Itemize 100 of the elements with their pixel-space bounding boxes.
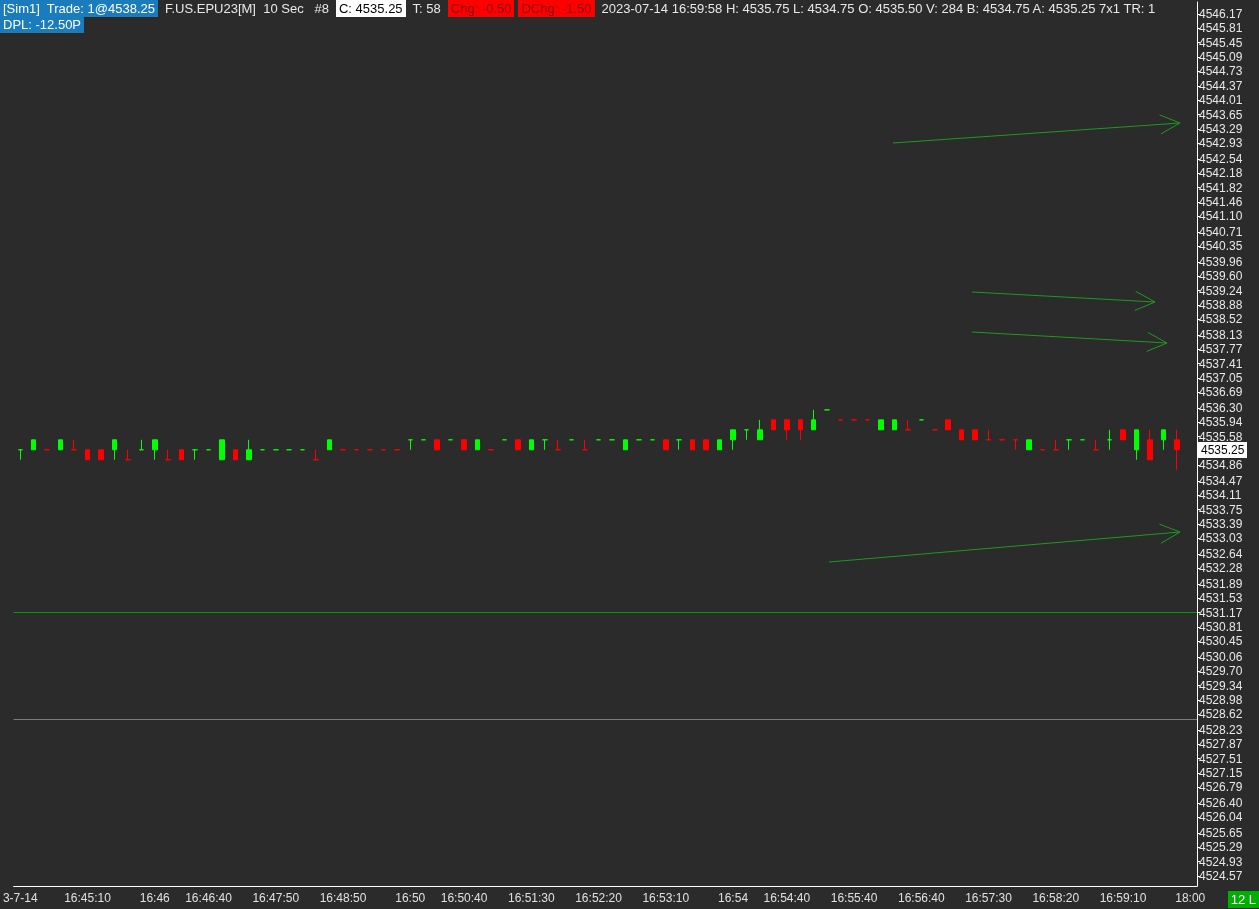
candlestick [1174,429,1180,471]
candlestick [165,449,171,461]
y-tick-label: 4528.23 [1199,722,1243,737]
y-tick-label: 4545.81 [1199,21,1243,36]
x-tick-label: 16:57:30 [965,891,1013,905]
y-tick-label: 4542.54 [1199,151,1243,166]
candlestick [676,439,682,451]
y-tick-label: 4533.03 [1199,531,1243,546]
y-tick-label: 4536.69 [1199,385,1243,400]
y-tick-label: 4539.60 [1199,269,1243,284]
y-tick-label: 4528.62 [1199,707,1243,722]
y-tick-label: 4540.71 [1199,224,1243,239]
annotation: Chg: -0.50 [447,0,515,17]
candlestick [219,439,225,461]
y-tick-label: 4544.37 [1199,78,1243,93]
candlestick [112,439,117,461]
annotation: DPL: -12.50P [0,16,85,33]
annotation: T: 58 [411,0,442,17]
y-tick-label: 4534.86 [1199,458,1243,473]
y-tick-label: 4527.87 [1199,737,1243,752]
x-tick-label: 16:58:20 [1032,891,1080,905]
y-tick-label: 4533.75 [1199,502,1243,517]
annotation: DChg: -1.50 [518,0,595,17]
x-tick-label: 16:46 [139,891,171,905]
y-tick-label: 4538.52 [1199,312,1243,327]
y-tick-label: 4527.15 [1199,766,1243,781]
y-tick-label: 4527.51 [1199,751,1243,766]
y-tick-label: 4525.65 [1199,825,1243,840]
candlestick [179,449,184,461]
x-tick-label: 18:00 [1175,891,1206,905]
candlestick [542,439,548,451]
candlestick [784,419,790,441]
candlestick [972,429,978,441]
y-tick-label: 4537.77 [1199,342,1243,357]
y-tick-label: 4534.11 [1199,488,1242,503]
y-tick-label: 4539.24 [1199,283,1243,298]
y-tick-label: 4544.01 [1199,93,1243,108]
candlestick [959,429,964,441]
candlestick [798,419,803,441]
candlestick [58,439,63,451]
text: 12 L [1227,891,1259,908]
candlestick [892,419,897,431]
x-tick-label: 16:50 [395,891,426,905]
y-tick-label: 4529.70 [1199,664,1243,679]
candlestick [730,429,736,451]
y-tick-label: 4537.05 [1199,370,1243,385]
candlestick [71,439,77,451]
candlestick [246,439,252,461]
candlestick [717,439,722,451]
candlestick [233,449,238,461]
candlestick [623,439,628,451]
y-tick-label: 4541.10 [1199,209,1243,224]
candlestick [1093,439,1099,451]
y-tick-label: 4531.17 [1199,605,1243,620]
candlestick [515,439,521,451]
candlestick [555,439,561,451]
candlestick [811,409,816,431]
x-tick-label: 16:55:40 [830,891,878,905]
y-tick-label: 4530.81 [1199,619,1243,634]
y-tick-label: 4543.29 [1199,121,1243,136]
y-tick-label: 4542.18 [1199,166,1243,181]
candlestick [878,419,884,431]
candlestick [1134,429,1139,461]
candlestick [475,439,480,451]
y-tick-label: 4541.46 [1199,194,1243,209]
candlestick [125,449,131,461]
candlestick [905,419,911,431]
candlestick [945,419,951,431]
y-tick-label: 4544.73 [1199,64,1243,79]
x-tick-label: 16:45:10 [64,891,112,905]
y-tick-label: 4532.28 [1199,561,1243,576]
y-tick-label: 4542.93 [1199,136,1243,151]
candlestick [98,449,104,461]
candlestick [1053,439,1059,451]
y-tick-label: 4533.39 [1199,517,1243,532]
candlestick [529,439,534,451]
x-tick-label: 16:51:30 [507,891,555,905]
y-tick-label: 4535.58 [1199,429,1243,444]
y-tick-label: 4529.34 [1199,678,1243,693]
x-tick-label: 16:56:40 [897,891,945,905]
candlestick [690,439,695,451]
candlestick [582,439,588,451]
y-tick-label: 4531.53 [1199,591,1243,606]
y-tick-label: 4538.13 [1199,327,1243,342]
x-tick-label: 16:47:50 [252,891,300,905]
y-tick-label: 4526.04 [1199,810,1243,825]
candlestick [703,439,709,451]
y-tick-label: 4534.47 [1199,473,1243,488]
candlestick [461,439,467,451]
y-tick-label: 4525.29 [1199,840,1243,855]
x-tick-label: 16:54:40 [763,891,811,905]
candlestick [1120,429,1126,441]
y-tick-label: 4532.64 [1199,546,1243,561]
annotation: C: 4535.25 [335,0,406,17]
annotation: 2023-07-14 16:59:58 H: 4535.75 L: 4534.75 O: 4535.50 V: 284 B: 4534.75 A: 4535.25 7x1 TR: 1 [600,0,1157,17]
x-tick-label: 16:53:10 [642,891,690,905]
y-tick-label: 4537.41 [1199,356,1243,371]
annotation: F.US.EPU23[M] 10 Sec #8 [163,0,330,17]
y-tick-label: 4543.65 [1199,107,1243,122]
candlestick [1066,439,1072,451]
